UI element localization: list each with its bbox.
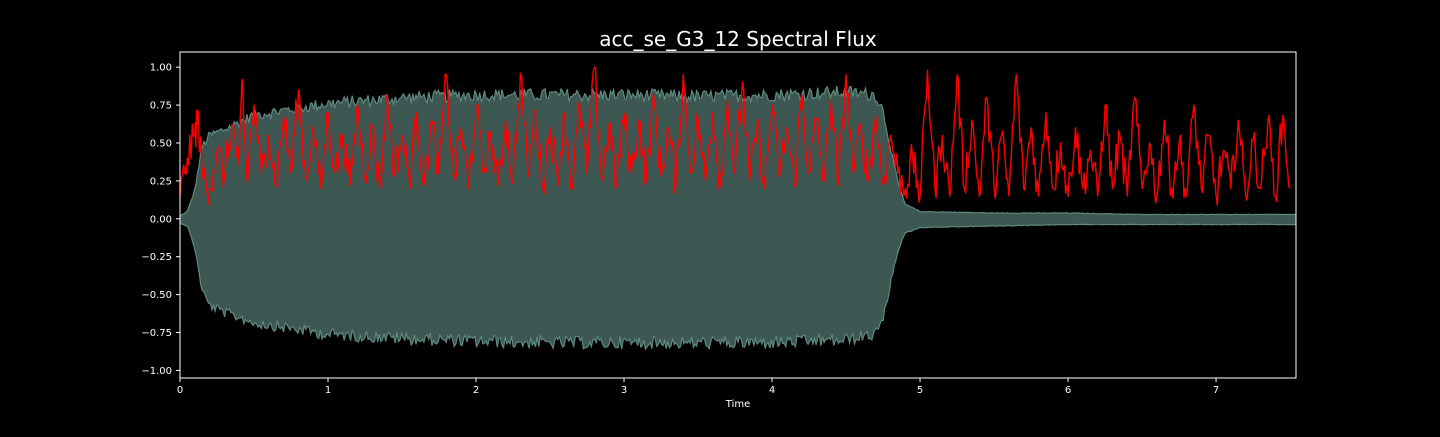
axes-frame — [179, 51, 1297, 379]
chart-title: acc_se_G3_12 Spectral Flux — [599, 27, 877, 51]
y-tick-label: −0.25 — [141, 252, 172, 263]
y-tick-label: −1.00 — [141, 366, 172, 377]
x-tick-label: 4 — [769, 385, 775, 396]
x-tick-label: 1 — [325, 385, 331, 396]
spectral-flux-line — [179, 66, 1291, 206]
x-tick-label: 5 — [917, 385, 923, 396]
y-tick-label: 0.75 — [150, 101, 172, 112]
x-tick-label: 0 — [177, 385, 183, 396]
x-axis: 0 1 2 3 4 5 6 7 — [177, 378, 1219, 396]
x-axis-label: Time — [725, 399, 750, 410]
y-tick-label: 1.00 — [150, 63, 172, 74]
y-tick-label: −0.50 — [141, 290, 172, 301]
y-tick-label: 0.00 — [150, 214, 172, 225]
y-tick-label: 0.50 — [150, 138, 172, 149]
x-tick-label: 2 — [473, 385, 479, 396]
y-axis: −1.00 −0.75 −0.50 −0.25 0.00 0.25 0.50 0.75 1.00 — [141, 63, 180, 377]
x-tick-label: 3 — [621, 385, 627, 396]
plot-area — [179, 66, 1297, 351]
waveform-upper-edge — [179, 85, 1296, 217]
x-tick-label: 7 — [1213, 385, 1219, 396]
x-tick-label: 6 — [1065, 385, 1071, 396]
waveform-envelope — [180, 86, 1296, 350]
y-tick-label: 0.25 — [150, 176, 172, 187]
waveform-lower-edge — [179, 222, 1297, 351]
y-tick-label: −0.75 — [141, 328, 172, 339]
